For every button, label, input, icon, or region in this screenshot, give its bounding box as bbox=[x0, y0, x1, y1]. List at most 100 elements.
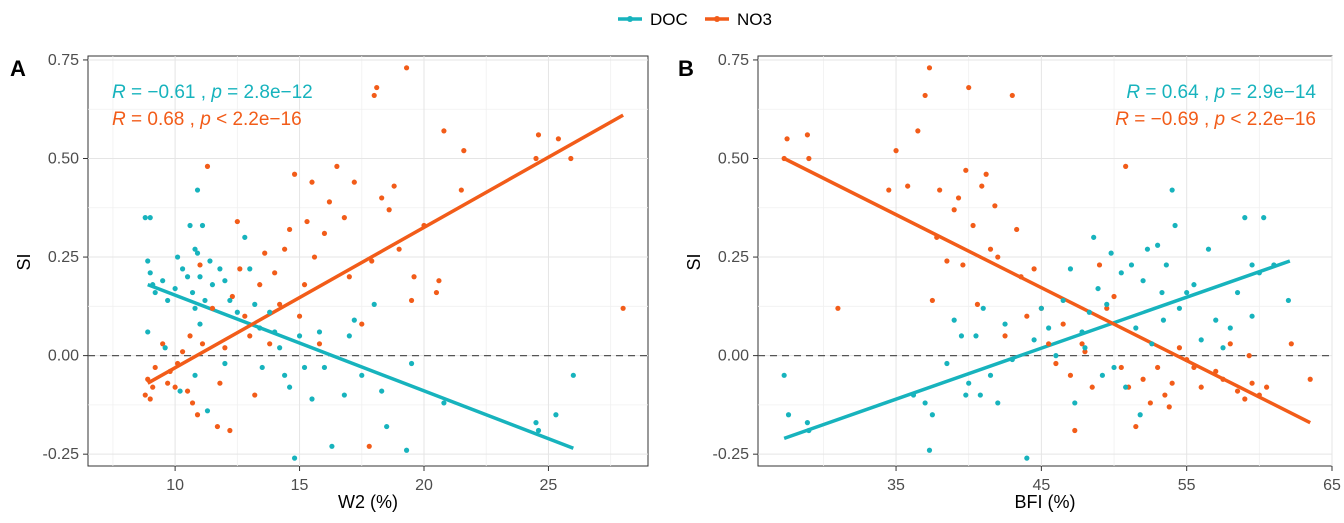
point-doc bbox=[272, 329, 278, 335]
point-doc bbox=[1031, 337, 1037, 343]
point-no3 bbox=[905, 183, 911, 189]
x-tick-label-b: 55 bbox=[1178, 477, 1196, 494]
point-doc bbox=[252, 301, 258, 307]
x-tick-label-b: 35 bbox=[887, 477, 905, 494]
point-no3 bbox=[1014, 226, 1020, 233]
point-no3 bbox=[1162, 392, 1168, 398]
point-no3 bbox=[533, 155, 539, 162]
stat-symbol: R bbox=[1126, 82, 1140, 103]
point-no3 bbox=[282, 246, 288, 252]
point-no3 bbox=[1123, 163, 1129, 169]
point-doc bbox=[150, 282, 156, 288]
y-tick-label-a: 0.50 bbox=[48, 151, 79, 168]
point-doc bbox=[1108, 250, 1114, 256]
point-no3 bbox=[167, 368, 173, 374]
point-no3 bbox=[1104, 305, 1110, 311]
r-value-no3-a: R = 0.68 bbox=[112, 109, 184, 130]
panel-letter-b: B bbox=[678, 56, 694, 81]
point-no3 bbox=[197, 262, 203, 268]
point-no3 bbox=[835, 305, 841, 311]
y-tick-label-b: 0.50 bbox=[718, 151, 749, 168]
point-doc bbox=[973, 333, 979, 339]
point-doc bbox=[282, 372, 288, 378]
point-doc bbox=[785, 412, 792, 418]
point-doc bbox=[958, 333, 965, 339]
point-doc bbox=[1024, 455, 1030, 461]
y-axis-label-b: SI bbox=[684, 253, 704, 270]
plot-frame-b bbox=[757, 55, 1333, 467]
point-doc bbox=[1053, 353, 1059, 359]
point-doc bbox=[247, 266, 253, 272]
point-doc bbox=[1172, 222, 1178, 229]
point-doc bbox=[147, 215, 153, 221]
point-no3 bbox=[321, 230, 328, 237]
stat-value: = 0.68 bbox=[126, 109, 185, 130]
point-no3 bbox=[974, 301, 981, 307]
point-no3 bbox=[1307, 376, 1313, 382]
point-no3 bbox=[309, 179, 315, 185]
point-doc bbox=[1128, 262, 1135, 268]
point-doc bbox=[277, 345, 283, 351]
point-no3 bbox=[955, 195, 962, 201]
point-no3 bbox=[535, 132, 542, 138]
stat-symbol: p bbox=[1214, 82, 1226, 103]
point-no3 bbox=[172, 384, 178, 390]
point-no3 bbox=[806, 155, 812, 162]
point-doc bbox=[1198, 337, 1204, 343]
point-doc bbox=[1227, 325, 1233, 331]
point-no3 bbox=[979, 183, 985, 189]
point-doc bbox=[929, 412, 935, 418]
stat-value: = 2.9e−14 bbox=[1225, 82, 1316, 103]
point-no3 bbox=[408, 297, 415, 304]
y-tick-label-b: 0.75 bbox=[718, 52, 749, 69]
point-doc bbox=[197, 274, 203, 280]
point-doc bbox=[1256, 270, 1262, 276]
point-no3 bbox=[784, 136, 790, 142]
point-no3 bbox=[926, 65, 933, 71]
point-doc bbox=[199, 222, 206, 229]
point-no3 bbox=[937, 187, 943, 193]
point-doc bbox=[234, 309, 240, 315]
point-no3 bbox=[1155, 364, 1161, 371]
point-doc bbox=[371, 301, 377, 307]
point-no3 bbox=[147, 396, 153, 402]
point-doc bbox=[179, 266, 186, 272]
point-no3 bbox=[175, 360, 181, 367]
annotation-sep-no3-b: , bbox=[1199, 109, 1215, 130]
point-doc bbox=[1261, 215, 1267, 221]
stat-value: = −0.69 bbox=[1129, 109, 1199, 130]
point-no3 bbox=[184, 388, 191, 394]
point-no3 bbox=[1082, 349, 1088, 355]
point-no3 bbox=[1227, 341, 1233, 347]
point-doc bbox=[184, 274, 191, 280]
point-doc bbox=[351, 317, 357, 323]
point-doc bbox=[309, 396, 315, 402]
point-no3 bbox=[1246, 353, 1252, 359]
point-no3 bbox=[199, 341, 206, 347]
point-no3 bbox=[1242, 396, 1248, 402]
point-no3 bbox=[326, 199, 333, 205]
point-doc bbox=[147, 270, 153, 276]
fit-line-doc bbox=[147, 283, 574, 450]
point-no3 bbox=[1002, 333, 1008, 339]
point-no3 bbox=[951, 207, 957, 213]
point-no3 bbox=[165, 380, 171, 386]
point-no3 bbox=[1198, 384, 1204, 390]
stat-annotation-no3-a: R = 0.68 , p < 2.2e−16 bbox=[112, 109, 302, 130]
point-no3 bbox=[374, 84, 380, 91]
point-doc bbox=[217, 266, 223, 272]
point-no3 bbox=[934, 234, 940, 240]
x-tick-label-a: 10 bbox=[166, 477, 184, 494]
point-doc bbox=[316, 329, 323, 335]
point-doc bbox=[145, 258, 151, 264]
point-no3 bbox=[944, 258, 950, 264]
point-doc bbox=[1271, 262, 1277, 268]
point-doc bbox=[1038, 305, 1044, 311]
point-doc bbox=[257, 325, 263, 331]
point-no3 bbox=[229, 293, 235, 300]
point-no3 bbox=[922, 92, 928, 99]
legend-label-doc: DOC bbox=[650, 10, 688, 29]
panel-a: A -0.250.000.250.500.75 10 15 20 25 W2 (%) … bbox=[10, 52, 649, 512]
point-no3 bbox=[886, 187, 892, 193]
point-no3 bbox=[262, 250, 268, 256]
